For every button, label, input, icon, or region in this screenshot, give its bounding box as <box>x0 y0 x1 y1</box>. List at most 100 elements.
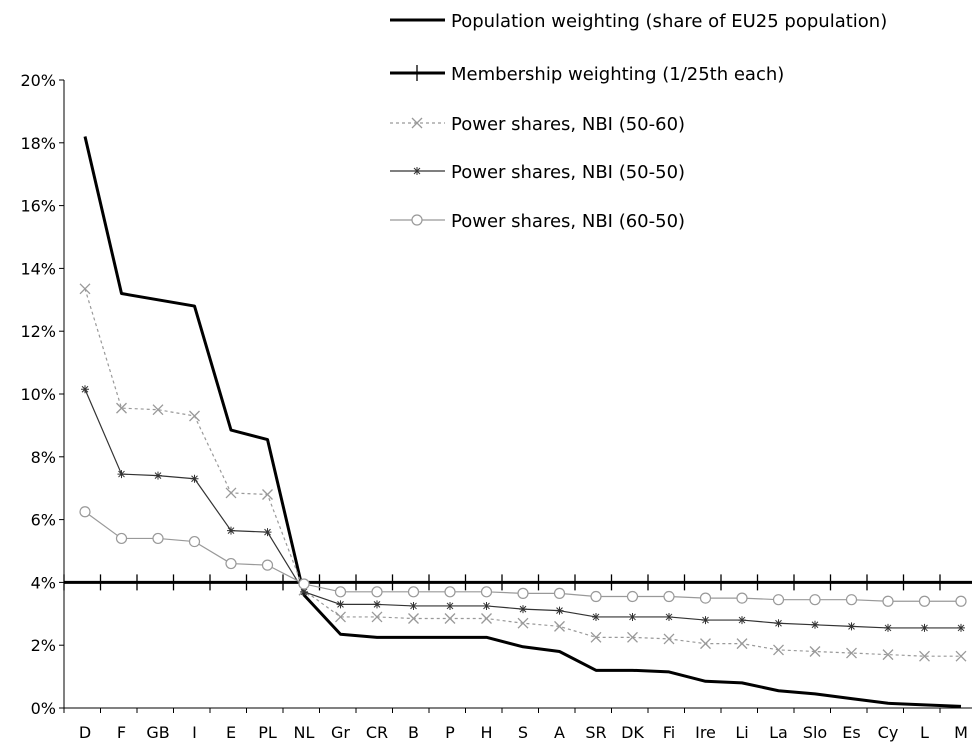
legend-label: Power shares, NBI (60-50) <box>451 211 685 232</box>
data-point <box>955 595 967 607</box>
data-point <box>116 402 127 414</box>
data-point <box>79 506 91 518</box>
x-tick-label: E <box>226 723 236 742</box>
y-tick-label: 8% <box>31 448 56 467</box>
series-line <box>84 288 961 657</box>
x-tick-label: Ire <box>695 723 716 742</box>
y-tick-label: 14% <box>20 259 56 278</box>
x-tick-label: Gr <box>331 723 350 742</box>
data-point <box>336 600 345 609</box>
y-tick-label: 12% <box>20 322 56 341</box>
data-point <box>590 590 602 603</box>
x-tick-label: Es <box>842 723 860 742</box>
data-point <box>884 623 892 632</box>
data-point <box>225 557 237 570</box>
legend-label: Membership weighting (1/25th each) <box>451 64 784 85</box>
series-4 <box>79 506 967 607</box>
data-point <box>408 613 419 624</box>
data-point <box>628 612 637 621</box>
series-line <box>83 136 962 708</box>
x-tick-label: SR <box>585 723 606 742</box>
data-point <box>189 410 200 422</box>
data-point <box>774 619 783 628</box>
data-point <box>227 526 235 535</box>
data-point <box>262 489 273 500</box>
data-point <box>517 617 529 629</box>
x-tick-label: Fi <box>663 723 675 742</box>
data-point <box>811 620 819 629</box>
x-tick-label: B <box>408 723 419 742</box>
x-tick-label: D <box>79 723 91 742</box>
data-point <box>845 594 858 606</box>
data-point <box>413 167 421 175</box>
data-point <box>371 586 383 598</box>
x-tick-label: CR <box>366 723 388 742</box>
x-tick-label: Li <box>735 723 748 742</box>
data-point <box>334 586 347 598</box>
data-point <box>957 623 965 632</box>
data-point <box>300 587 308 596</box>
chart-axes: 0%2%4%6%8%10%12%14%16%18%20%D F GB I E PL NL Gr… <box>20 71 972 742</box>
x-tick-label: P <box>445 723 455 742</box>
data-point <box>920 623 929 632</box>
legend-label: Power shares, NBI (50-60) <box>451 114 685 135</box>
y-tick-label: 20% <box>20 71 56 90</box>
data-point <box>773 644 784 656</box>
data-point <box>373 600 381 609</box>
data-point <box>918 595 931 607</box>
data-point <box>407 586 420 598</box>
data-point <box>592 612 600 621</box>
data-point <box>188 535 201 548</box>
data-point <box>882 649 894 661</box>
x-tick-label: Cy <box>878 723 899 742</box>
data-point <box>663 633 675 645</box>
data-point <box>517 587 529 599</box>
x-tick-label: L <box>920 723 929 742</box>
x-tick-label: F <box>117 723 126 742</box>
data-point <box>409 601 418 610</box>
x-tick-label: NL <box>294 723 315 742</box>
x-tick-label: GB <box>146 723 169 742</box>
x-tick-label: PL <box>258 723 277 742</box>
data-point <box>738 616 746 625</box>
data-point <box>481 613 492 624</box>
y-tick-label: 10% <box>20 385 56 404</box>
data-point <box>663 590 675 603</box>
data-point <box>263 528 272 537</box>
data-point <box>225 487 237 499</box>
data-point <box>846 647 857 659</box>
data-point <box>809 646 821 657</box>
data-point <box>555 606 564 615</box>
y-tick-label: 16% <box>20 197 56 216</box>
series-3 <box>81 385 965 632</box>
data-point <box>298 578 310 590</box>
data-point <box>411 117 423 129</box>
y-tick-label: 0% <box>31 699 56 718</box>
data-point <box>847 622 856 631</box>
x-tick-label: La <box>769 723 788 742</box>
x-tick-label: Slo <box>803 723 827 742</box>
legend-label: Power shares, NBI (50-50) <box>451 162 685 183</box>
data-point <box>772 594 785 606</box>
x-tick-label: S <box>518 723 528 742</box>
data-point <box>736 638 748 650</box>
x-tick-label: H <box>480 723 492 742</box>
data-point <box>152 404 164 416</box>
x-tick-label: M <box>954 723 968 742</box>
data-point <box>665 612 673 621</box>
chart-series <box>79 136 967 708</box>
data-point <box>154 471 162 480</box>
x-tick-label: I <box>192 723 197 742</box>
legend-label: Population weighting (share of EU25 popu… <box>451 11 887 32</box>
data-point <box>446 601 454 610</box>
data-point <box>480 586 493 598</box>
data-point <box>919 650 930 662</box>
series-2 <box>79 283 967 662</box>
data-point <box>152 532 164 545</box>
data-point <box>554 620 565 632</box>
data-point <box>371 611 383 623</box>
data-point <box>955 650 967 662</box>
series-0 <box>83 136 962 708</box>
data-point <box>700 638 711 650</box>
